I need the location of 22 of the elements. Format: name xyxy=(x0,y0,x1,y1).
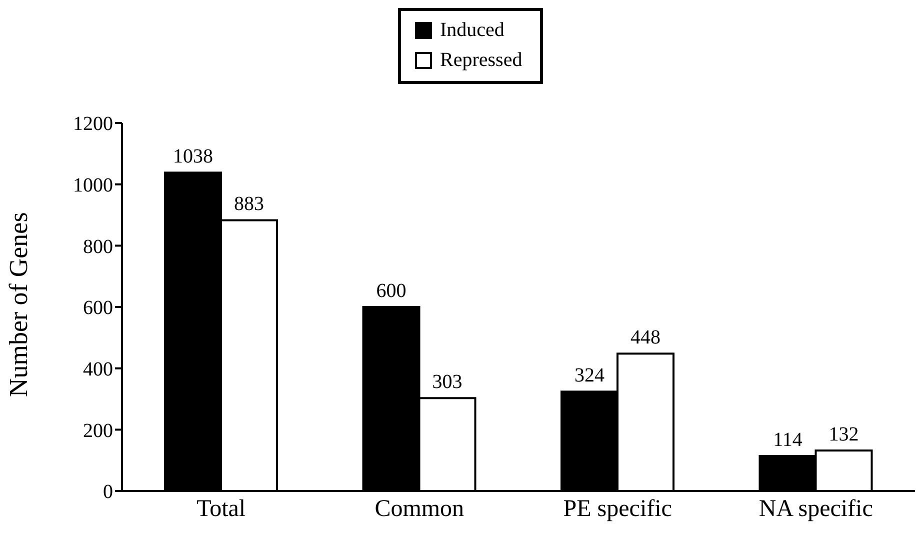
x-tick-label: Total xyxy=(196,496,246,522)
y-tick-label: 1000 xyxy=(73,174,113,196)
y-tick-label: 600 xyxy=(83,297,113,320)
x-tick-label: PE specific xyxy=(563,496,672,522)
data-label: 448 xyxy=(630,326,660,349)
y-tick-label: 800 xyxy=(83,236,113,258)
data-label: 883 xyxy=(234,193,264,216)
y-tick-label: 0 xyxy=(103,481,113,504)
y-tick-label: 200 xyxy=(83,420,113,442)
data-label: 114 xyxy=(773,429,802,452)
x-tick-label: Common xyxy=(374,496,464,522)
y-tick-label: 1200 xyxy=(73,113,113,136)
legend-label: Repressed xyxy=(440,48,522,73)
data-label: 324 xyxy=(574,364,604,387)
y-tick-label: 400 xyxy=(83,358,113,380)
data-label: 1038 xyxy=(173,146,213,168)
data-label: 303 xyxy=(432,371,462,394)
data-label: 132 xyxy=(828,424,859,446)
x-tick-label: NA specific xyxy=(758,496,873,522)
data-label: 600 xyxy=(376,280,406,302)
y-axis-title: Number of Genes xyxy=(4,212,34,397)
legend-label: Induced xyxy=(440,18,504,43)
